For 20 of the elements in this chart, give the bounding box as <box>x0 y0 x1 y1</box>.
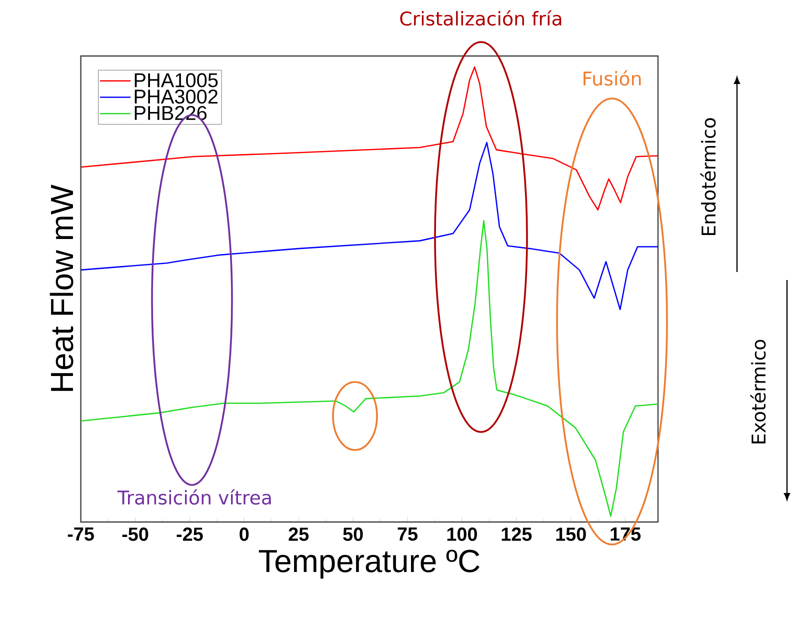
text: Exotérmico <box>750 340 766 444</box>
x-tick-label: 150 <box>556 528 586 541</box>
legend-label: PHA3002 <box>134 90 218 104</box>
text: Cristalización fría <box>400 10 562 26</box>
annotation: Fusión <box>584 70 641 86</box>
x-tick-label: 125 <box>502 528 532 541</box>
x-tick-label: 75 <box>398 528 418 541</box>
x-tick-label: -25 <box>176 528 203 541</box>
text: Endotérmico <box>700 118 716 236</box>
legend-label: PHB226 <box>134 106 207 120</box>
x-tick-label: -50 <box>122 528 148 541</box>
x-tick-label: 100 <box>447 528 477 541</box>
x-tick-label: 25 <box>288 528 309 541</box>
legend-label: PHA1005 <box>134 73 218 88</box>
x-tick-label: -75 <box>68 528 94 541</box>
y-axis-title: Heat Flow mW <box>50 184 74 391</box>
annotation: Transición vítrea <box>117 489 271 505</box>
x-tick-label: 50 <box>343 528 363 541</box>
x-tick-label: 0 <box>240 528 249 541</box>
x-axis-title: Temperature ºC <box>258 550 480 579</box>
